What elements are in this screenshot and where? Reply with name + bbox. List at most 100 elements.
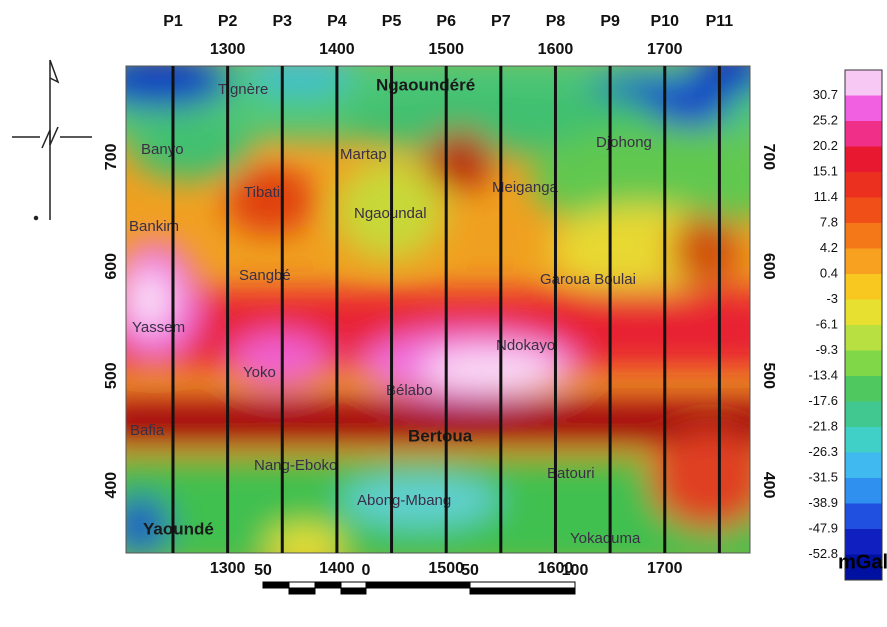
map-frame — [125, 65, 751, 554]
place: Abong-Mbang — [357, 492, 451, 509]
colorbar-swatch — [845, 503, 882, 530]
y-tick-label: 700 — [760, 143, 777, 170]
x-tick-label: 1300 — [210, 560, 246, 577]
place: Tignère — [218, 81, 268, 98]
anomaly-field — [126, 66, 750, 553]
colorbar-label: 11.4 — [814, 189, 838, 204]
scale-label: 50 — [461, 562, 479, 579]
colorbar-swatch — [845, 223, 882, 249]
profile-label: P7 — [491, 13, 511, 30]
colorbar-label: -17.6 — [808, 393, 838, 408]
colorbar-swatch — [845, 350, 882, 377]
colorbar-label: -26.3 — [808, 444, 838, 459]
place: Bélabo — [386, 382, 433, 399]
place: Ngaoundéré — [376, 75, 475, 94]
profile-label: P1 — [163, 13, 183, 30]
colorbar-label: 30.7 — [813, 87, 838, 102]
scale-label: 100 — [562, 562, 589, 579]
x-tick-label: 1700 — [647, 560, 683, 577]
place: Ndokayo — [496, 337, 555, 354]
colorbar-swatch — [845, 274, 882, 300]
y-tick-label: 500 — [103, 362, 120, 389]
colorbar-label: -38.9 — [808, 495, 838, 510]
profile-label: P8 — [546, 13, 566, 30]
colorbar-swatch — [845, 427, 882, 453]
colorbar-label: -21.8 — [808, 418, 838, 433]
y-tick-label: 700 — [103, 143, 120, 170]
x-tick-label: 1400 — [319, 41, 355, 58]
scale-label: 0 — [362, 562, 371, 579]
colorbar-label: -6.1 — [816, 316, 838, 331]
place: Yaoundé — [143, 519, 214, 538]
profile-label: P10 — [651, 13, 680, 30]
x-tick-label: 1600 — [538, 41, 574, 58]
colorbar-swatch — [845, 554, 882, 581]
colorbar-frame — [844, 69, 883, 581]
scale-bar — [262, 581, 576, 595]
place: Djohong — [596, 134, 652, 151]
colorbar-label: -13.4 — [808, 367, 838, 382]
colorbar-swatch — [845, 299, 882, 326]
place: Yoko — [243, 364, 276, 381]
x-tick-label: 1400 — [319, 560, 355, 577]
place: Martap — [340, 146, 387, 163]
place: Bertoua — [408, 426, 473, 445]
colorbar-swatch — [845, 172, 882, 198]
x-tick-label: 1300 — [210, 41, 246, 58]
colorbar-label: -31.5 — [808, 469, 838, 484]
place-labels: Tignère Ngaoundéré Banyo Martap Djohong … — [129, 75, 652, 546]
x-tick-label: 1600 — [538, 560, 574, 577]
north-symbol — [12, 59, 92, 221]
profile-label: P5 — [382, 13, 402, 30]
colorbar-swatch — [845, 146, 882, 173]
scale-label: 50 — [254, 562, 272, 579]
place: Yokaduma — [570, 530, 641, 547]
place: Banyo — [141, 141, 184, 158]
x-tick-label: 1500 — [428, 41, 464, 58]
colorbar-label: 7.8 — [820, 214, 838, 229]
colorbar-label: -9.3 — [816, 342, 838, 357]
colorbar-label: 4.2 — [820, 240, 838, 255]
y-tick-label: 600 — [760, 253, 777, 280]
colorbar-swatch — [845, 121, 882, 147]
x-tick-label: 1700 — [647, 41, 683, 58]
colorbar-swatch — [845, 478, 882, 504]
colorbar-swatch — [845, 529, 882, 555]
place: Bankim — [129, 218, 179, 235]
colorbar-swatch — [845, 325, 882, 351]
place: Sangbé — [239, 267, 291, 284]
place: Nang-Eboko — [254, 457, 337, 474]
colorbar-unit: mGal — [838, 551, 887, 573]
place: Bafia — [130, 422, 165, 439]
colorbar-swatch — [845, 197, 882, 224]
colorbar-label: -52.8 — [808, 546, 838, 561]
colorbar-label: 20.2 — [813, 138, 838, 153]
colorbar-label: 15.1 — [813, 163, 838, 178]
profile-label: P4 — [327, 13, 347, 30]
profile-label: P3 — [272, 13, 292, 30]
place: Batouri — [547, 465, 595, 482]
colorbar-swatch — [845, 401, 882, 428]
y-tick-label: 500 — [760, 362, 777, 389]
colorbar-label: -47.9 — [808, 520, 838, 535]
x-tick-label: 1500 — [428, 560, 464, 577]
profile-label: P11 — [706, 13, 734, 30]
colorbar-label: 25.2 — [813, 112, 838, 127]
place: Tibati — [244, 184, 280, 201]
colorbar-label: -3 — [826, 291, 838, 306]
place: Yassem — [132, 319, 185, 336]
colorbar-swatch — [845, 95, 882, 122]
place: Meiganga — [492, 179, 559, 196]
y-tick-label: 600 — [103, 253, 120, 280]
profile-label: P2 — [218, 13, 238, 30]
profile-label: P6 — [436, 13, 456, 30]
profile-label: P9 — [600, 13, 620, 30]
colorbar-swatch — [845, 248, 882, 275]
y-tick-label: 400 — [760, 472, 777, 499]
colorbar-swatch — [845, 376, 882, 402]
colorbar-label: 0.4 — [820, 265, 838, 280]
colorbar-swatch — [845, 452, 882, 479]
colorbar-swatch — [845, 70, 882, 96]
place: Garoua Boulai — [540, 271, 636, 288]
